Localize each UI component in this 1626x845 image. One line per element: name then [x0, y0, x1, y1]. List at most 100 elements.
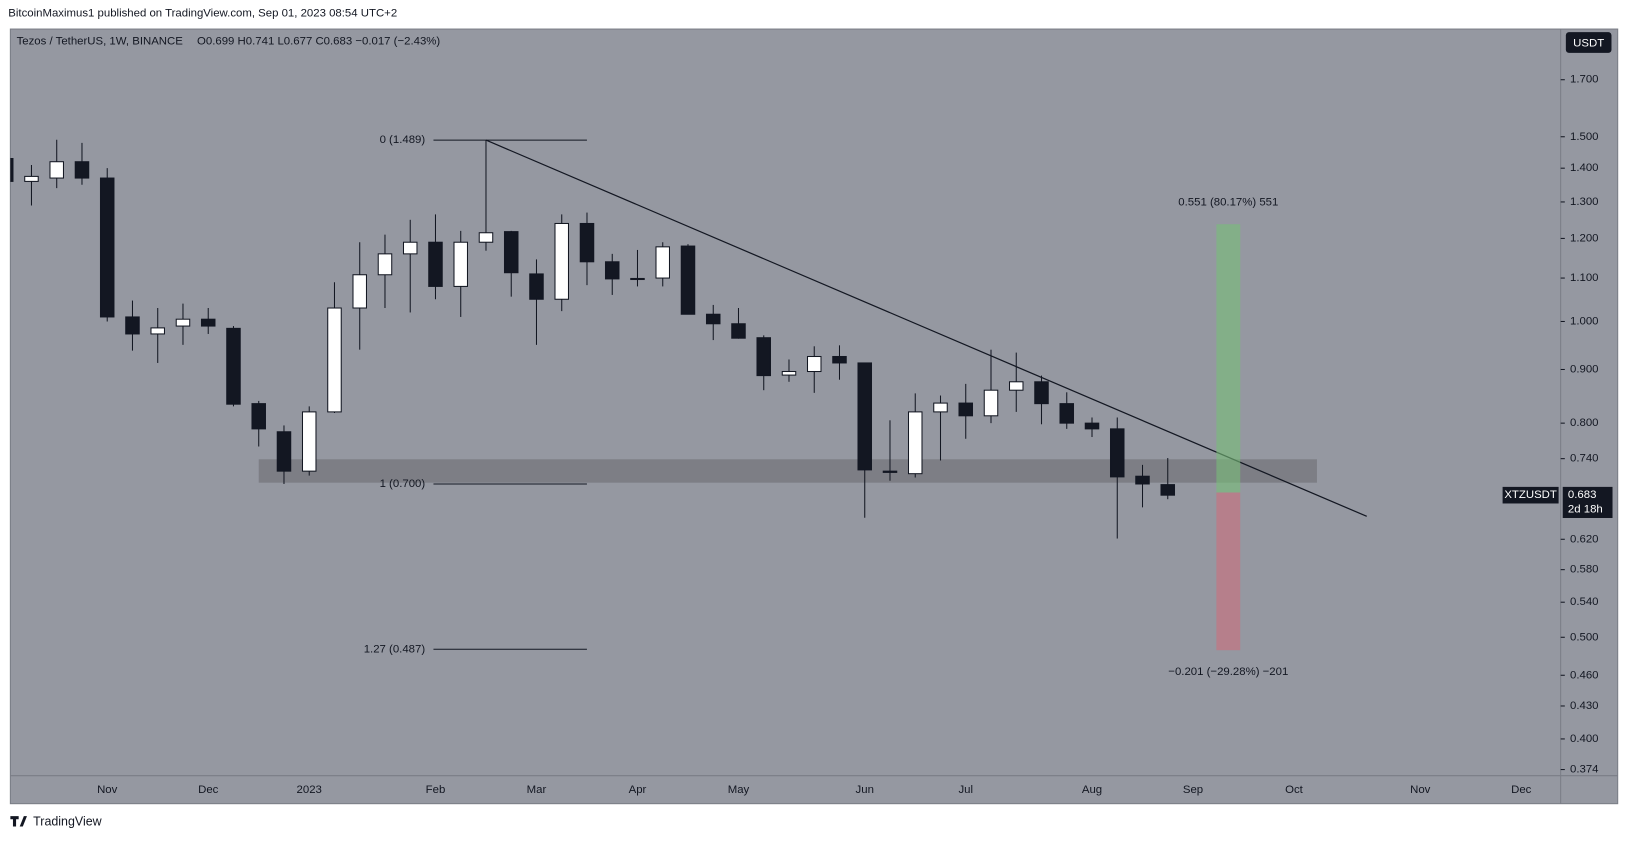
price-tag-value: 0.683 — [1568, 489, 1597, 501]
candle-body — [24, 175, 39, 182]
y-tick-label: 0.800 — [1570, 417, 1599, 429]
x-tick-label: Sep — [1183, 784, 1203, 796]
chart-title: Tezos / TetherUS, 1W, BINANCE — [17, 36, 184, 48]
currency[interactable]: USDT — [1573, 38, 1604, 50]
position-target-label: 0.551 (80.17%) 551 — [1178, 196, 1278, 208]
candle-body — [428, 241, 443, 287]
y-tick-label: 1.200 — [1570, 232, 1599, 244]
candle-body — [226, 327, 241, 405]
candle-body — [99, 177, 115, 318]
x-tick-label: Dec — [1511, 784, 1532, 796]
candle-body — [832, 355, 847, 364]
candle-body — [251, 403, 266, 430]
x-tick-label: Jun — [856, 784, 874, 796]
y-tick-label: 1.000 — [1570, 315, 1599, 327]
y-tick-label: 1.100 — [1570, 272, 1599, 284]
x-tick-label: Jul — [958, 784, 973, 796]
brand-logo — [10, 816, 27, 827]
candle-body — [10, 158, 14, 182]
candle-body — [680, 245, 696, 315]
frame — [9, 28, 1619, 805]
candle-body — [1084, 422, 1100, 430]
y-tick-label: 0.580 — [1570, 564, 1599, 576]
candle-body — [1160, 484, 1176, 496]
x-tick-label: Nov — [97, 784, 118, 796]
candle-body — [907, 411, 923, 475]
y-tick-label: 0.540 — [1570, 596, 1599, 608]
x-tick-label: 2023 — [297, 784, 322, 796]
countdown: 2d 18h — [1568, 504, 1603, 516]
candle-body — [857, 362, 873, 471]
x-tick-label: Oct — [1285, 784, 1304, 796]
candle-body — [503, 231, 519, 274]
candle-body — [352, 274, 367, 309]
candle-body — [453, 241, 468, 287]
y-tick-label: 1.700 — [1570, 74, 1599, 86]
position-profit — [1216, 224, 1241, 493]
candle-body — [478, 232, 494, 243]
candle-body — [882, 470, 898, 473]
position-stop-label: −0.201 (−29.28%) −201 — [1168, 666, 1288, 678]
candle-body — [529, 273, 544, 300]
position-loss — [1216, 492, 1241, 651]
candle-body — [756, 337, 772, 377]
candle-body — [630, 277, 645, 281]
y-tick-label: 1.300 — [1570, 196, 1599, 208]
candle-body — [983, 389, 999, 417]
candle-body — [806, 355, 822, 373]
price-axis — [1560, 29, 1618, 804]
support-zone — [258, 459, 1317, 483]
y-tick-label: 0.400 — [1570, 733, 1599, 745]
candle-body — [731, 323, 746, 339]
candle-body — [327, 307, 342, 413]
x-tick-label: Apr — [629, 784, 647, 796]
candle-body — [1034, 381, 1049, 405]
candle-body — [1059, 403, 1075, 424]
brand: TradingView — [33, 815, 102, 829]
published: BitcoinMaximus1 published on TradingView… — [8, 8, 397, 20]
candle-body — [1008, 381, 1024, 391]
candle-body — [402, 241, 418, 255]
candle-body — [1135, 475, 1150, 485]
plot-layer — [10, 139, 1367, 651]
y-tick-label: 0.740 — [1570, 453, 1599, 465]
candle-body — [705, 313, 721, 325]
y-tick-label: 0.430 — [1570, 700, 1599, 712]
candle-body — [175, 318, 191, 327]
fib-label: 0 (1.489) — [380, 134, 426, 146]
x-tick-label: Aug — [1082, 784, 1102, 796]
candle-body — [377, 253, 393, 276]
y-tick-label: 0.620 — [1570, 533, 1599, 545]
y-tick-label: 1.400 — [1570, 162, 1599, 174]
x-tick-label: Dec — [198, 784, 219, 796]
candle-body — [49, 161, 64, 179]
price-tag — [1562, 486, 1613, 518]
fib-label: 1.27 (0.487) — [364, 643, 426, 655]
plot-area — [10, 29, 1561, 776]
y-tick-label: 0.374 — [1570, 764, 1599, 776]
y-tick-label: 1.500 — [1570, 131, 1599, 143]
candle-body — [150, 327, 165, 335]
candle-body — [604, 261, 620, 280]
fib-label: 1 (0.700) — [380, 478, 426, 490]
x-tick-label: Feb — [426, 784, 446, 796]
candle-body — [276, 431, 292, 472]
candle-body — [958, 402, 974, 417]
candle-body — [579, 222, 595, 263]
x-tick-label: Mar — [527, 784, 547, 796]
time-axis — [10, 775, 1561, 804]
symbol: XTZUSDT — [1504, 489, 1557, 501]
candle-body — [933, 402, 948, 413]
currency-button[interactable] — [1565, 32, 1612, 53]
candle-body — [655, 246, 670, 279]
ohlc: O0.699 H0.741 L0.677 C0.683 −0.017 (−2.4… — [197, 36, 440, 48]
candle-body — [74, 161, 90, 179]
y-tick-label: 0.500 — [1570, 631, 1599, 643]
candle-body — [1109, 428, 1125, 478]
x-tick-label: Nov — [1410, 784, 1431, 796]
candle-body — [125, 316, 140, 335]
candle-body — [200, 318, 216, 327]
x-tick-label: May — [728, 784, 750, 796]
